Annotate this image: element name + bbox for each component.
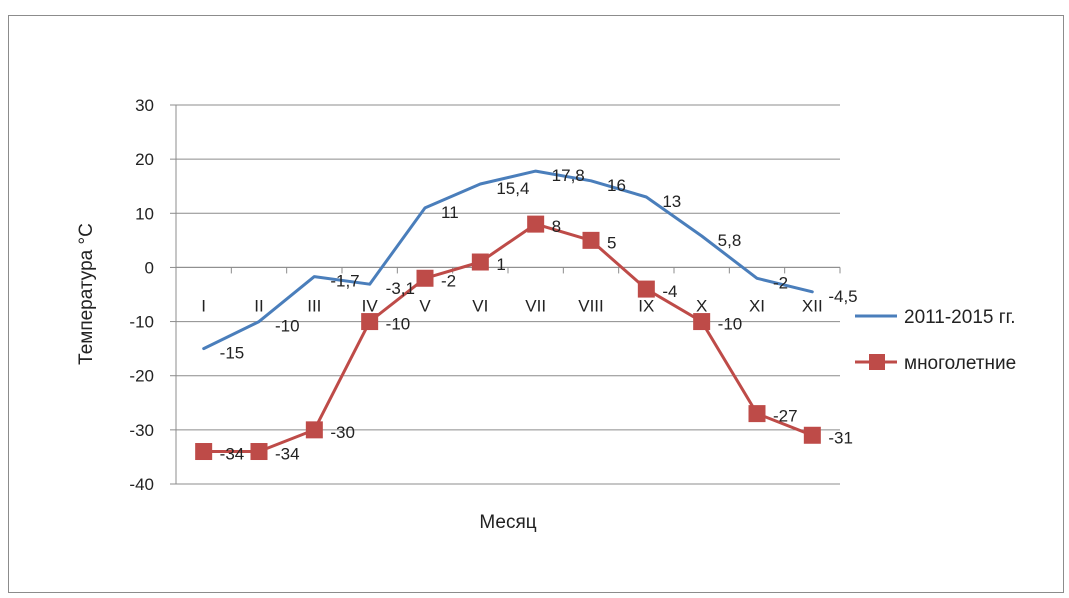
- legend: 2011-2015 гг. многолетние: [855, 307, 1016, 374]
- x-tick-label: II: [254, 296, 263, 315]
- y-tick-label: 10: [135, 204, 154, 223]
- y-tick-label: 20: [135, 150, 154, 169]
- series-2-marker: [582, 231, 600, 249]
- data-label-series-2: -4: [662, 282, 677, 301]
- x-tick-label: I: [201, 296, 206, 315]
- data-label-series-1: 16: [607, 176, 626, 195]
- data-label-series-2: -31: [828, 428, 853, 447]
- series-line-1: [202, 169, 814, 351]
- series-2-marker: [471, 253, 489, 271]
- data-label-series-2: -34: [220, 445, 245, 464]
- data-label-series-2: 1: [496, 255, 505, 274]
- x-tick-label: X: [696, 296, 707, 315]
- series-line-2: [202, 222, 814, 453]
- data-label-series-2: -34: [275, 445, 300, 464]
- x-tick-label: VII: [525, 296, 546, 315]
- data-label-series-2: 5: [607, 233, 616, 252]
- data-label-series-2: -27: [773, 407, 798, 426]
- series-2-marker: [748, 405, 766, 423]
- data-label-series-1: -4,5: [828, 287, 857, 306]
- series-2-marker: [637, 280, 655, 298]
- y-tick-label: -40: [129, 475, 154, 494]
- legend-marker-2: [869, 354, 885, 370]
- data-label-series-1: -3,1: [386, 279, 415, 298]
- data-labels: -15 -10 -1,7 -3,1 11 15,4 17,8 16 13 5,8 -2 -4,5 -34…: [220, 166, 858, 463]
- chart-border: [8, 15, 1064, 593]
- x-axis-title: Месяц: [479, 512, 536, 533]
- data-label-series-2: -30: [330, 423, 355, 442]
- x-tick-label: VIII: [578, 296, 604, 315]
- x-tick-label: V: [419, 296, 431, 315]
- series-2-marker: [361, 313, 379, 331]
- series-layer: [195, 169, 821, 461]
- legend-label-2: многолетние: [904, 353, 1016, 374]
- x-tick-label: VI: [472, 296, 488, 315]
- y-tick-label: -30: [129, 421, 154, 440]
- y-tick-label: 0: [145, 258, 154, 277]
- data-label-series-1: -10: [275, 317, 300, 336]
- data-label-series-1: 5,8: [718, 231, 742, 250]
- x-tick-label: IX: [638, 296, 654, 315]
- data-label-series-2: -2: [441, 271, 456, 290]
- data-label-series-1: 17,8: [552, 166, 585, 185]
- data-label-series-1: 11: [441, 203, 459, 222]
- series-2-marker: [195, 443, 213, 461]
- data-label-series-1: -2: [773, 273, 788, 292]
- series-2-marker: [803, 426, 821, 444]
- data-label-series-1: 13: [662, 192, 681, 211]
- data-label-series-1: -15: [220, 344, 245, 363]
- x-tick-label: IV: [362, 296, 379, 315]
- x-tick-label: XII: [802, 296, 823, 315]
- gridlines: [176, 104, 840, 485]
- series-2-marker: [416, 269, 434, 287]
- series-2-marker: [305, 421, 323, 439]
- data-label-series-2: -10: [386, 315, 411, 334]
- legend-label-1: 2011-2015 гг.: [904, 307, 1016, 328]
- series-2-marker: [527, 215, 545, 233]
- y-tick-label: -10: [129, 313, 154, 332]
- x-tick-label: XI: [749, 296, 765, 315]
- y-tick-label: 30: [135, 96, 154, 115]
- y-tick-label: -20: [129, 367, 154, 386]
- data-label-series-2: 8: [552, 217, 561, 236]
- data-label-series-2: -10: [718, 315, 743, 334]
- series-2-marker: [250, 443, 268, 461]
- series-2-marker: [693, 313, 711, 331]
- data-label-series-1: 15,4: [496, 179, 529, 198]
- y-axis-title: Температура °С: [76, 223, 97, 365]
- data-label-series-1: -1,7: [330, 272, 359, 291]
- x-tick-label: III: [307, 296, 321, 315]
